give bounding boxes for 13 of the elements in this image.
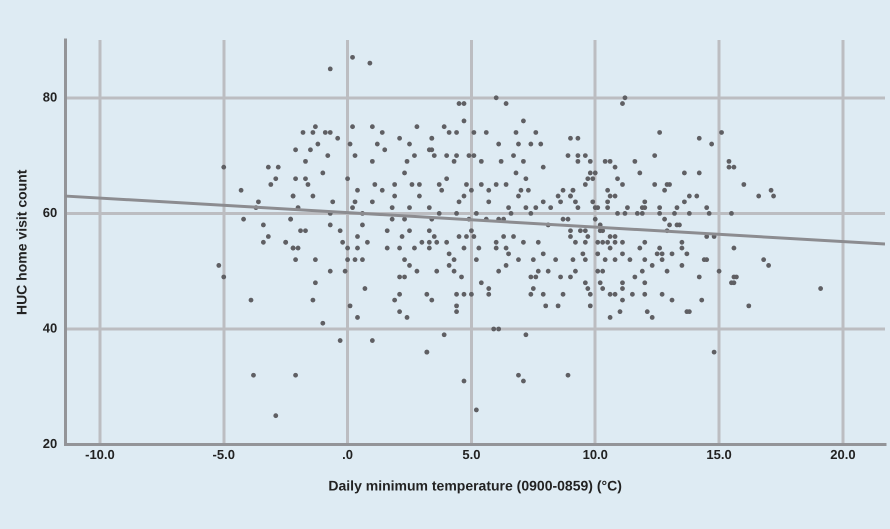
y-tick-label: 40	[42, 320, 58, 336]
x-tick-label: -10.0	[85, 446, 115, 462]
x-tick-label: .0	[342, 446, 354, 462]
x-tick-label: 20.0	[830, 446, 856, 462]
x-tick-label: 10.0	[582, 446, 608, 462]
y-axis-title: HUC home visit count	[13, 169, 30, 316]
x-axis-title: Daily minimum temperature (0900-0859) (°C)	[328, 477, 622, 494]
y-tick-label: 80	[42, 89, 58, 104]
y-tick-label: 20	[42, 436, 58, 452]
x-tick-label: 15.0	[706, 446, 732, 462]
x-tick-label: 5.0	[462, 446, 480, 462]
x-tick-label: -5.0	[212, 446, 235, 462]
y-tick-label: 60	[42, 204, 58, 220]
